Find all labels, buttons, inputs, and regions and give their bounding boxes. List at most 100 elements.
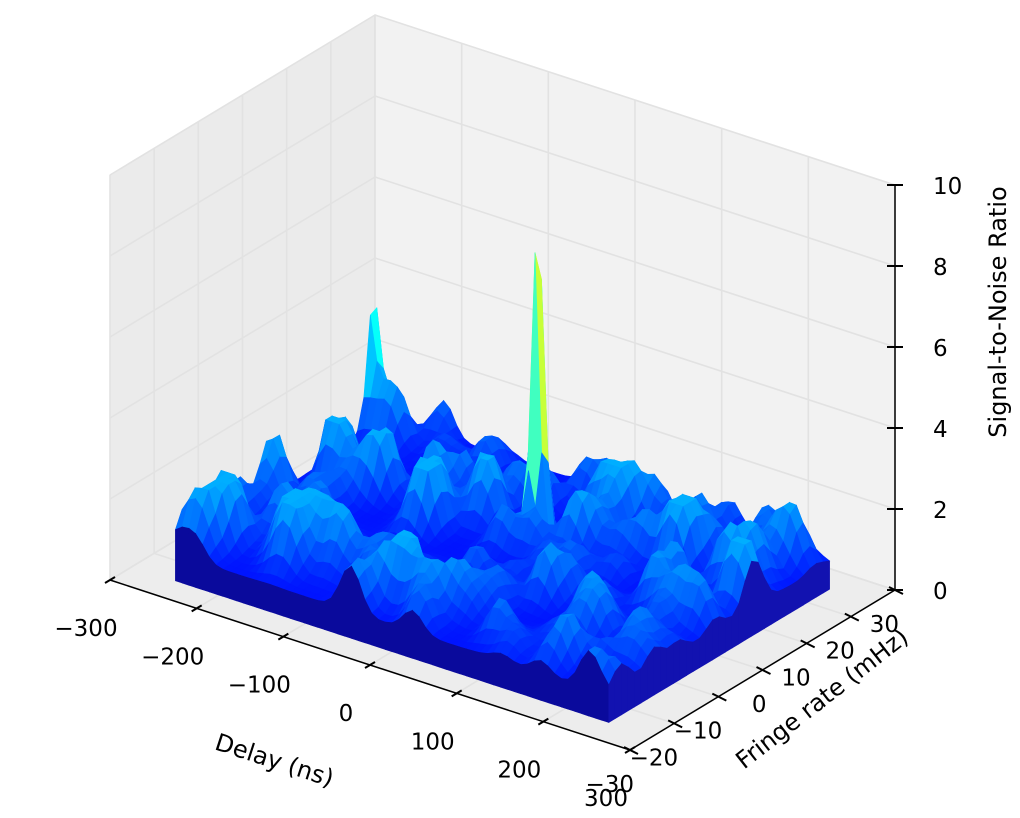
surface — [174, 252, 831, 724]
grid-line — [109, 95, 376, 257]
surface-skirt — [215, 564, 224, 597]
surface-skirt — [712, 616, 720, 661]
surface-skirt — [770, 589, 778, 626]
surface-skirt — [653, 646, 662, 696]
z-tick-label: 2 — [933, 498, 948, 524]
surface-skirt — [378, 619, 386, 650]
surface-skirt — [796, 574, 804, 610]
surface-skirt — [561, 678, 569, 710]
surface-skirt — [432, 635, 440, 668]
z-tick-label: 0 — [933, 579, 948, 605]
x-tick-label: 0 — [339, 701, 354, 727]
surface-skirt — [567, 671, 576, 712]
surface-skirt — [371, 612, 379, 648]
surface-skirt — [506, 655, 515, 692]
z-tick-label: 8 — [933, 255, 948, 281]
surface-skirt — [290, 591, 298, 622]
x-tick-label: −200 — [141, 644, 204, 670]
surface-skirt — [452, 644, 461, 675]
surface-skirt — [666, 642, 675, 688]
x-tick-mark — [104, 576, 116, 584]
surface-skirt — [533, 660, 542, 701]
grid-line — [374, 338, 896, 510]
surface-skirt — [783, 584, 791, 618]
surface-skirt — [412, 609, 420, 661]
surface-skirt — [283, 588, 291, 619]
grid-line — [374, 176, 896, 348]
surface-skirt — [809, 562, 817, 602]
surface-skirt — [527, 660, 535, 699]
surface-skirt — [236, 573, 244, 604]
surface-skirt — [660, 646, 668, 692]
y-tick-label: 30 — [870, 612, 899, 638]
surface-skirt — [222, 568, 230, 599]
x-tick-label: −100 — [228, 673, 291, 699]
tick-labels: −300−200−1000100200300−30−20−10010203002… — [54, 174, 962, 812]
surface-skirt — [686, 640, 694, 676]
x-tick-label: 300 — [584, 786, 628, 812]
x-tick-mark — [191, 604, 203, 613]
x-tick-label: 100 — [411, 729, 455, 755]
y-tick-mark — [623, 746, 639, 755]
surface-skirt — [500, 652, 508, 690]
surface-skirt — [351, 565, 359, 642]
z-axis-label: Signal-to-Noise Ratio — [984, 186, 1012, 437]
y-tick-label: 0 — [752, 692, 767, 718]
surface-skirt — [229, 571, 237, 602]
surface-skirt — [479, 652, 488, 684]
surface-skirt — [445, 642, 454, 673]
surface-skirt — [439, 639, 447, 670]
x-tick-mark — [537, 717, 549, 726]
surface-skirt — [725, 615, 733, 653]
x-tick-label: 200 — [497, 758, 541, 784]
surface-skirt — [344, 565, 352, 639]
surface-skirt — [466, 648, 474, 679]
z-tick-label: 10 — [933, 174, 962, 200]
surface-skirt — [822, 560, 830, 594]
surface-skirt — [249, 577, 258, 608]
surface-skirt — [175, 526, 183, 584]
surface-skirt — [296, 593, 305, 624]
surface-skirt — [493, 652, 501, 688]
surface-skirt — [777, 588, 785, 622]
grid-line — [374, 257, 896, 429]
grid-line — [374, 95, 896, 267]
surface-skirt — [181, 526, 190, 586]
surface-skirt — [692, 637, 701, 673]
y-tick-label: −30 — [585, 772, 634, 798]
surface-skirt — [384, 621, 393, 653]
surface-skirt — [588, 649, 596, 719]
y-tick-mark — [800, 639, 816, 649]
surface-skirt — [188, 527, 196, 588]
surface-skirt — [540, 659, 549, 704]
grid-line — [374, 14, 896, 186]
surface-skirt — [520, 663, 528, 697]
surface-skirt — [324, 597, 332, 633]
surface-skirt — [405, 609, 413, 659]
surface-skirt — [621, 663, 629, 716]
y-tick-label: 10 — [781, 665, 810, 691]
x-tick-mark — [364, 661, 376, 669]
grid-line — [109, 176, 376, 338]
surface-skirt — [614, 662, 623, 720]
grid-line — [109, 257, 376, 419]
z-tick-label: 4 — [933, 417, 948, 443]
surface-skirt — [459, 646, 467, 677]
surface-skirt — [310, 597, 318, 628]
surface-skirt — [256, 579, 264, 611]
x-tick-mark — [451, 689, 463, 698]
y-tick-mark — [711, 692, 727, 702]
surface-skirt — [398, 612, 406, 657]
surface-skirt — [242, 575, 251, 606]
x-tick-label: −300 — [54, 616, 117, 642]
surface-skirt — [486, 652, 494, 686]
surface-skirt — [790, 580, 798, 614]
surface-skirt — [303, 595, 312, 626]
x-axis-label: Delay (ns) — [212, 728, 338, 793]
surface-skirt — [634, 667, 642, 708]
surface-skirt — [627, 666, 636, 712]
y-tick-label: 20 — [826, 639, 855, 665]
surface-skirt — [269, 583, 278, 615]
y-tick-label: −20 — [630, 745, 679, 771]
